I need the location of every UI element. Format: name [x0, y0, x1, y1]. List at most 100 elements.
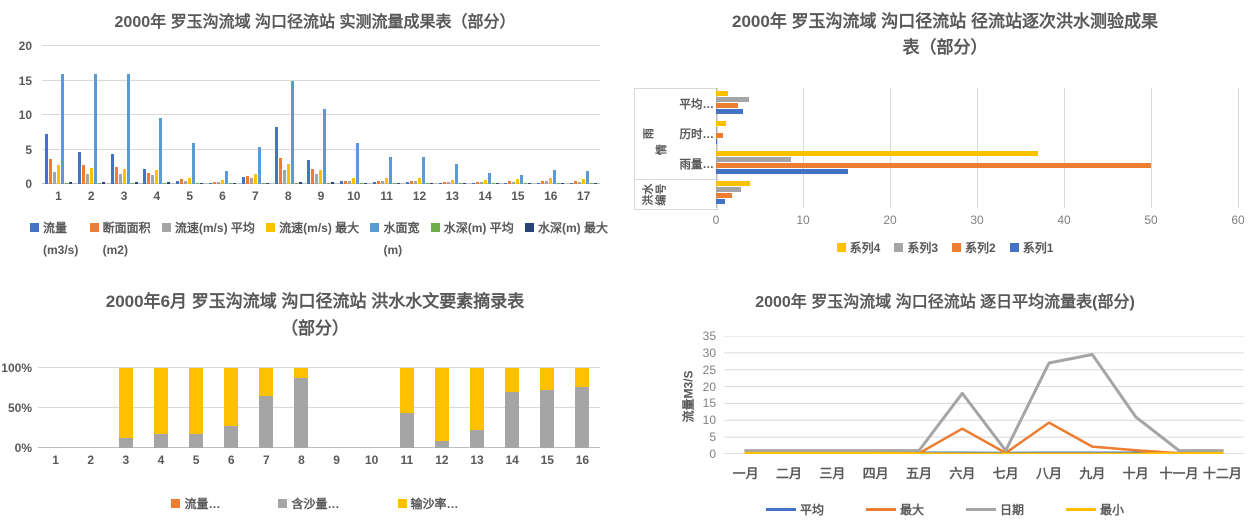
- x-axis-tick-label: 一月: [732, 466, 759, 481]
- bar-水深(m) 平均: [590, 183, 594, 184]
- bar-水面宽: [389, 157, 393, 184]
- legend-item: 输沙率…: [397, 495, 459, 512]
- x-axis-tick-label: 13: [445, 189, 459, 203]
- x-axis-tick-label: 7: [252, 189, 259, 203]
- legend-row: 水深(m) 平均: [430, 219, 514, 236]
- bar-流量: [340, 181, 344, 184]
- legend-row: 系列4: [836, 239, 881, 256]
- bar-系列1: [716, 199, 725, 204]
- y-axis-tick-label: 25: [702, 362, 716, 377]
- plot-area: [724, 335, 1244, 455]
- legend-item: 系列1: [1009, 239, 1053, 256]
- bar-系列1: [716, 169, 849, 174]
- legend-label: 系列4: [849, 241, 881, 255]
- legend: 系列4 系列3 系列2 系列1: [630, 239, 1260, 256]
- bar-水面宽: [454, 164, 458, 184]
- bar-流速(m/s) 平均: [479, 181, 483, 184]
- line-chart-canvas: [724, 335, 1244, 455]
- bar-水深(m) 最大: [462, 183, 466, 184]
- legend-label: 流速(m/s) 平均: [174, 221, 255, 235]
- x-axis-tick-label: 8: [298, 453, 305, 467]
- legend-label: 平均: [799, 503, 824, 517]
- bar-水面宽: [323, 108, 327, 184]
- bar-断面面积: [541, 181, 545, 184]
- bar-系列2: [716, 103, 738, 108]
- x-axis-tick-label: 9: [317, 189, 325, 203]
- bar-水面宽: [93, 73, 97, 184]
- bar-水深(m) 最大: [167, 182, 171, 184]
- bar-水深(m) 平均: [458, 183, 462, 184]
- x-axis-tick-label: 14: [505, 453, 519, 467]
- bar-流速(m/s) 平均: [217, 181, 221, 184]
- x-axis-tick-label: 15: [511, 189, 525, 203]
- y-axis-tick-label: 15: [18, 73, 32, 88]
- y-axis-tick-label: 15: [702, 396, 716, 411]
- legend-swatch-icon: [525, 223, 534, 232]
- y-axis-tick-labels: 0 5 10 15 20: [0, 39, 34, 191]
- chart-title: 2000年 罗玉沟流域 沟口径流站 实测流量成果表（部分）: [114, 14, 516, 31]
- bar-流速(m/s) 平均: [545, 181, 549, 184]
- x-axis-tick-label: 16: [544, 189, 558, 203]
- legend-row: 系列2: [952, 239, 996, 256]
- legend-item: 日期: [966, 501, 1024, 518]
- bar-segment-输沙率…: [224, 368, 239, 426]
- legend-row: 最大: [865, 501, 924, 518]
- bar-断面面积: [344, 180, 348, 184]
- bar-segment-含沙量…: [294, 378, 309, 448]
- legend-label: 最小: [1100, 503, 1125, 517]
- legend-item: 系列2: [952, 239, 996, 256]
- legend-item: 水面宽 (m): [370, 219, 419, 257]
- x-axis-tick-label: 40: [1057, 213, 1071, 227]
- y-axis-tick-label: 0%: [14, 441, 32, 455]
- bar-流速(m/s) 最大: [286, 164, 290, 184]
- bar-流量: [274, 126, 278, 184]
- gridline: [38, 367, 600, 368]
- legend-row: 流速(m/s) 最大: [266, 219, 359, 236]
- bar-断面面积: [574, 181, 578, 184]
- bar-group: [370, 46, 403, 184]
- x-axis-tick-labels: 1 2 3 4 5 6 7 8 9 10 11 12 13 14 15 16 17: [42, 189, 600, 205]
- legend-swatch-icon: [836, 243, 846, 252]
- bar-segment-输沙率…: [399, 368, 414, 413]
- bar-流速(m/s) 最大: [319, 170, 323, 184]
- legend-row: 含沙量…: [278, 495, 340, 512]
- bar-系列4: [716, 121, 727, 126]
- bar-流量: [307, 159, 311, 184]
- bar-流速(m/s) 最大: [450, 179, 454, 184]
- bar-流速(m/s) 平均: [151, 175, 155, 184]
- bar-水面宽: [60, 73, 64, 184]
- bar-流速(m/s) 平均: [249, 177, 253, 184]
- bar-断面面积: [180, 178, 184, 184]
- x-axis-tick-label: 3: [122, 453, 130, 467]
- bar-流量: [537, 183, 541, 184]
- bar-断面面积: [377, 180, 381, 184]
- legend-label: 断面面积: [102, 221, 151, 235]
- bar-系列4: [716, 181, 750, 186]
- bar-水深(m) 最大: [397, 182, 401, 184]
- bar-水深(m) 最大: [331, 182, 335, 184]
- bar-系列2: [716, 193, 732, 198]
- legend-item: 流量 (m3/s): [30, 219, 78, 257]
- bar-segment-输沙率…: [575, 368, 590, 388]
- bar-流速(m/s) 平均: [413, 180, 417, 184]
- bar-流速(m/s) 最大: [89, 168, 93, 184]
- legend: 流量 (m3/s) 断面面积 (m2) 流速(m/s) 平均 流速(m/s) 最大 水面宽 (…: [30, 219, 608, 257]
- bar-流速(m/s) 最大: [417, 178, 421, 184]
- bar-segment-含沙量…: [189, 433, 204, 448]
- legend-item: 水深(m) 平均: [430, 219, 514, 236]
- legend-swatch-icon: [966, 508, 996, 511]
- bar-segment-含沙量…: [259, 396, 274, 448]
- bar-segment-含沙量…: [224, 425, 239, 448]
- bar-流速(m/s) 最大: [155, 170, 159, 184]
- x-axis-tick-label: 七月: [992, 466, 1019, 481]
- bar-group: [239, 46, 272, 184]
- x-axis-tick-label: 10: [365, 453, 379, 467]
- bar-group: [272, 46, 305, 184]
- legend-label: 系列3: [907, 241, 938, 255]
- gridline: [977, 88, 978, 208]
- bar-水深(m) 平均: [64, 183, 68, 184]
- bar-group: [214, 368, 249, 448]
- x-axis-tick-label: 12: [412, 189, 427, 203]
- bar-group: [206, 46, 239, 184]
- bar-group: [565, 368, 600, 448]
